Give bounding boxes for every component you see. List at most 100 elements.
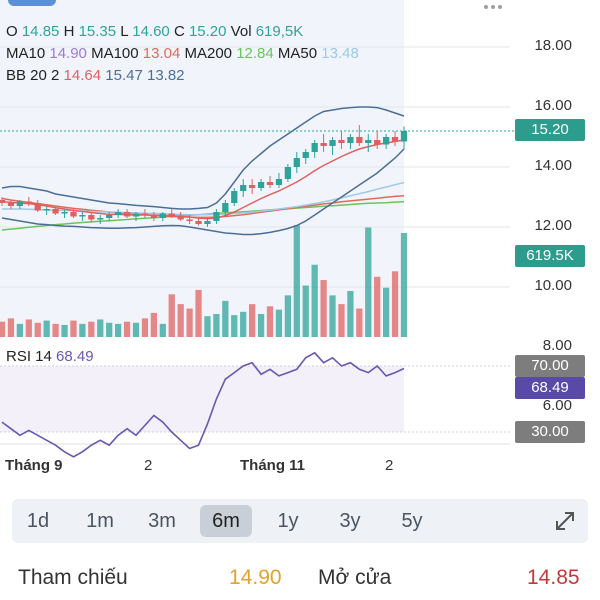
candle-body	[70, 212, 77, 217]
legend-value-ma10: 14.90	[49, 45, 87, 62]
candle-body	[106, 215, 113, 218]
candle-body	[123, 212, 131, 217]
candle-body	[132, 213, 140, 217]
candle-body	[195, 221, 202, 224]
volume-bar	[374, 276, 381, 337]
expand-icon[interactable]	[552, 508, 578, 534]
volume-bar	[231, 315, 238, 337]
bb-middle-value: 14.64	[63, 67, 102, 84]
legend-value-ma200: 12.84	[236, 45, 274, 62]
legend-ohlc: O 14.85 H 15.35 L 14.60 C 15.20 Vol 619,…	[6, 22, 303, 42]
axis-tick-16: 16.00	[534, 97, 572, 114]
candle-body	[293, 158, 300, 167]
bb-upper-value: 15.47	[105, 67, 143, 84]
volume-bar	[7, 318, 15, 337]
legend-key-vol: Vol	[230, 23, 256, 40]
volume-bar	[204, 316, 211, 337]
period-selector: 1d 1m 3m 6m 1y 3y 5y	[12, 499, 588, 543]
candle-body	[34, 203, 41, 211]
candle-body	[150, 215, 157, 218]
volume-bar	[43, 320, 50, 337]
period-1y[interactable]: 1y	[277, 510, 299, 532]
volume-bar	[400, 232, 408, 337]
top-tab-indicator[interactable]	[8, 0, 56, 6]
candle-body	[365, 140, 372, 143]
volume-bar	[106, 322, 113, 337]
legend-value-c: 15.20	[188, 23, 227, 40]
volume-bar	[70, 320, 77, 337]
legend-value-l: 14.60	[132, 23, 170, 40]
volume-bar	[249, 304, 256, 337]
legend-bb: BB 20 2 14.64 15.47 13.82	[6, 66, 185, 86]
candle-body	[320, 143, 327, 146]
axis-tick-8: 8.00	[542, 337, 572, 354]
volume-bar	[391, 271, 399, 337]
candle-body	[177, 216, 184, 220]
volume-bar	[338, 304, 345, 337]
volume-bar	[222, 300, 229, 337]
period-3m[interactable]: 3m	[148, 510, 176, 532]
candle-body	[240, 185, 247, 191]
volume-bar	[16, 323, 23, 337]
candle-body	[329, 140, 336, 146]
volume-bar	[79, 323, 86, 337]
volume-bar	[275, 309, 283, 337]
more-icon[interactable]	[484, 0, 506, 9]
candle-body	[159, 213, 166, 218]
legend-key-h: H	[63, 23, 79, 40]
volume-bar	[347, 291, 354, 337]
bb-lower-line	[1, 148, 405, 236]
candle-body	[43, 209, 50, 211]
legend-key-c: C	[173, 23, 189, 40]
candle-body	[275, 179, 283, 185]
volume-bar	[141, 318, 149, 337]
legend-key-o: O	[6, 23, 22, 40]
bb-lower-value: 13.82	[146, 67, 185, 84]
volume-bar	[311, 264, 318, 337]
volume-bar	[97, 319, 104, 337]
date-label-2a: 2	[144, 457, 153, 474]
bb-middle-line	[1, 139, 405, 220]
ma50-line	[2, 181, 405, 216]
volume-bar	[168, 294, 175, 337]
candle-body	[257, 182, 265, 188]
period-5y[interactable]: 5y	[401, 510, 423, 532]
candle-body	[266, 182, 274, 185]
candle-body	[383, 137, 390, 145]
volume-bar	[159, 323, 166, 337]
legend-value-o: 14.85	[21, 23, 60, 40]
legend-key-l: L	[120, 23, 133, 40]
volume-bar	[195, 289, 202, 337]
volume-bar	[25, 319, 32, 337]
period-3y[interactable]: 3y	[339, 510, 361, 532]
volume-bar	[383, 287, 390, 337]
candle-body	[231, 191, 238, 203]
period-6m[interactable]: 6m	[200, 505, 252, 537]
rsi-label: RSI 14	[6, 348, 52, 365]
candle-body	[302, 152, 309, 158]
bb-label: BB 20 2	[6, 67, 60, 84]
axis-tick-18: 18.00	[534, 37, 572, 54]
legend-key-ma100: MA100	[91, 45, 143, 62]
volume-bar	[61, 324, 68, 337]
candle-body	[97, 218, 104, 220]
period-1m[interactable]: 1m	[86, 510, 114, 532]
candle-body	[338, 140, 345, 143]
candle-body	[79, 215, 86, 217]
volume-bar	[320, 280, 327, 337]
volume-bar	[52, 323, 59, 337]
ref-price-label: Tham chiếu	[18, 566, 128, 589]
candle-body	[7, 203, 15, 206]
period-1d[interactable]: 1d	[26, 510, 50, 532]
last-price-box: 15.20	[515, 119, 585, 141]
candle-body	[61, 212, 68, 214]
candle-body	[284, 167, 291, 179]
candle-body	[0, 200, 6, 203]
open-price-value: 14.85	[527, 566, 580, 589]
candle-body	[347, 137, 354, 143]
legend-key-ma200: MA200	[184, 45, 237, 62]
rsi-band	[0, 366, 404, 432]
rsi-upper-box: 70.00	[515, 355, 585, 377]
date-label-2b: 2	[385, 457, 394, 474]
